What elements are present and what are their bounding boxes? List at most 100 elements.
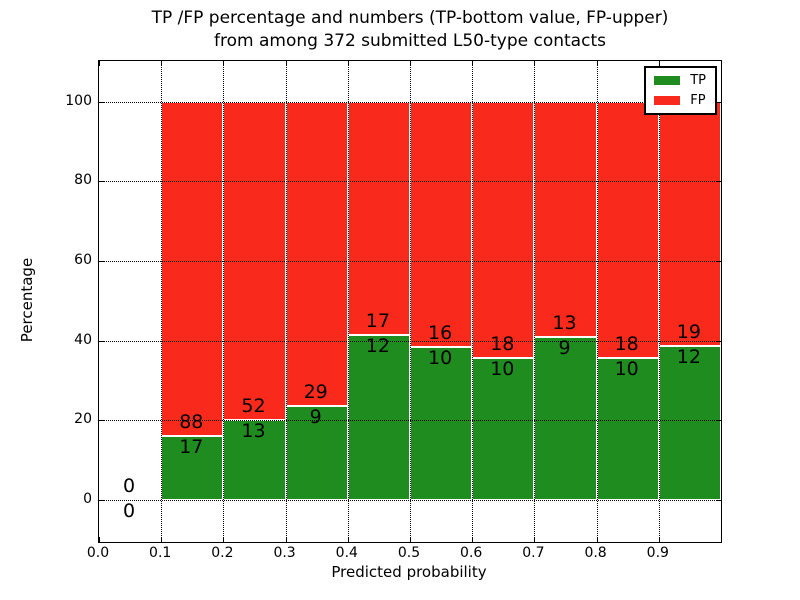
y-tick-mark (716, 500, 721, 502)
x-gridline (472, 61, 474, 542)
tp-bar-segment (285, 405, 348, 501)
x-tick-mark (161, 61, 163, 66)
fp-bar-segment (285, 101, 348, 406)
x-tick-mark (410, 537, 411, 542)
x-tick-label: 0.7 (522, 545, 545, 561)
x-tick-mark (223, 537, 225, 542)
fp-count-label: 19 (676, 320, 701, 343)
tp-count-label: 9 (309, 405, 322, 428)
x-tick-mark (223, 61, 225, 66)
y-tick-label: 100 (65, 92, 92, 109)
legend-label: TP (690, 73, 706, 88)
x-tick-mark (99, 61, 100, 66)
tp-count-label: 12 (365, 335, 390, 358)
chart-title-line2: from among 372 submitted L50-type contac… (214, 31, 606, 51)
x-tick-label: 0.2 (211, 545, 234, 561)
x-tick-label: 0.4 (335, 545, 358, 561)
x-tick-mark (347, 537, 349, 542)
y-tick-mark (716, 101, 721, 103)
x-tick-mark (534, 537, 536, 542)
tp-count-label: 10 (428, 346, 453, 369)
x-tick-mark (410, 61, 411, 66)
fp-count-label: 13 (552, 312, 577, 335)
y-tick-mark (99, 420, 104, 422)
fp-bar-segment (161, 101, 224, 436)
x-tick-label: 0.1 (149, 545, 172, 561)
x-tick-label: 0.5 (397, 545, 421, 561)
fp-count-label: 18 (490, 332, 515, 355)
chart-title: TP /FP percentage and numbers (TP-bottom… (60, 7, 760, 53)
plot-area: TP FP (98, 60, 722, 543)
tp-count-label: 17 (179, 435, 204, 458)
x-tick-label: 0.9 (646, 545, 669, 561)
tp-bar-segment (161, 435, 224, 501)
fp-count-label: 17 (365, 310, 390, 333)
fp-bar-segment (596, 101, 659, 358)
y-tick-label: 60 (74, 252, 92, 269)
legend-entry-tp: TP (654, 74, 706, 87)
fp-count-label: 88 (179, 410, 204, 433)
y-tick-mark (99, 340, 104, 342)
legend-entry-fp: FP (654, 94, 706, 107)
x-tick-label: 0.8 (584, 545, 607, 561)
fp-count-label: 16 (428, 321, 453, 344)
x-gridline (223, 61, 225, 542)
y-tick-label: 80 (74, 172, 92, 189)
y-tick-mark (99, 181, 104, 183)
x-gridline (347, 61, 349, 542)
y-tick-label: 0 (83, 491, 92, 508)
x-tick-mark (534, 61, 536, 66)
y-tick-mark (716, 340, 721, 342)
x-tick-mark (596, 537, 598, 542)
tp-count-label: 10 (614, 357, 639, 380)
x-tick-label: 0.6 (460, 545, 483, 561)
fp-count-label: 18 (614, 332, 639, 355)
legend-label: FP (690, 93, 706, 108)
tp-count-label: 0 (123, 500, 136, 523)
y-tick-mark (99, 500, 104, 502)
y-tick-label: 20 (74, 411, 92, 428)
x-tick-mark (658, 61, 660, 66)
y-tick-mark (716, 261, 721, 263)
x-tick-mark (285, 537, 287, 542)
y-tick-mark (99, 261, 104, 263)
x-tick-mark (472, 537, 474, 542)
x-tick-label: 0.3 (273, 545, 296, 561)
y-tick-label: 40 (74, 331, 92, 348)
chart-title-line1: TP /FP percentage and numbers (TP-bottom… (151, 8, 669, 28)
x-gridline (658, 61, 660, 542)
tp-bar-segment (410, 346, 473, 501)
x-tick-mark (347, 61, 349, 66)
x-axis-label: Predicted probability (331, 563, 487, 581)
fp-bar-segment (534, 101, 597, 338)
tp-count-label: 13 (241, 420, 266, 443)
tp-count-label: 9 (558, 337, 571, 360)
y-tick-mark (716, 181, 721, 183)
x-tick-mark (658, 537, 660, 542)
legend-swatch-fp (654, 96, 681, 105)
x-tick-mark (99, 537, 100, 542)
tp-count-label: 12 (676, 345, 701, 368)
tp-bar-segment (347, 335, 410, 501)
x-tick-mark (161, 537, 163, 542)
fp-bar-segment (410, 101, 473, 347)
x-tick-mark (596, 61, 598, 66)
fp-count-label: 29 (303, 380, 328, 403)
tp-bar-segment (534, 337, 597, 501)
fp-count-label: 0 (123, 475, 136, 498)
fp-bar-segment (347, 101, 410, 336)
x-gridline (285, 61, 287, 542)
legend: TP FP (644, 66, 717, 115)
y-tick-mark (99, 101, 104, 103)
x-tick-mark (472, 61, 474, 66)
x-tick-label: 0.0 (86, 545, 110, 561)
y-axis-label: Percentage (18, 257, 36, 343)
fp-bar-segment (472, 101, 535, 358)
x-gridline (534, 61, 536, 542)
legend-swatch-tp (654, 76, 681, 85)
tp-bar-segment (658, 345, 721, 501)
tp-bar-segment (596, 357, 659, 501)
x-gridline (161, 61, 163, 542)
y-tick-mark (716, 420, 721, 422)
